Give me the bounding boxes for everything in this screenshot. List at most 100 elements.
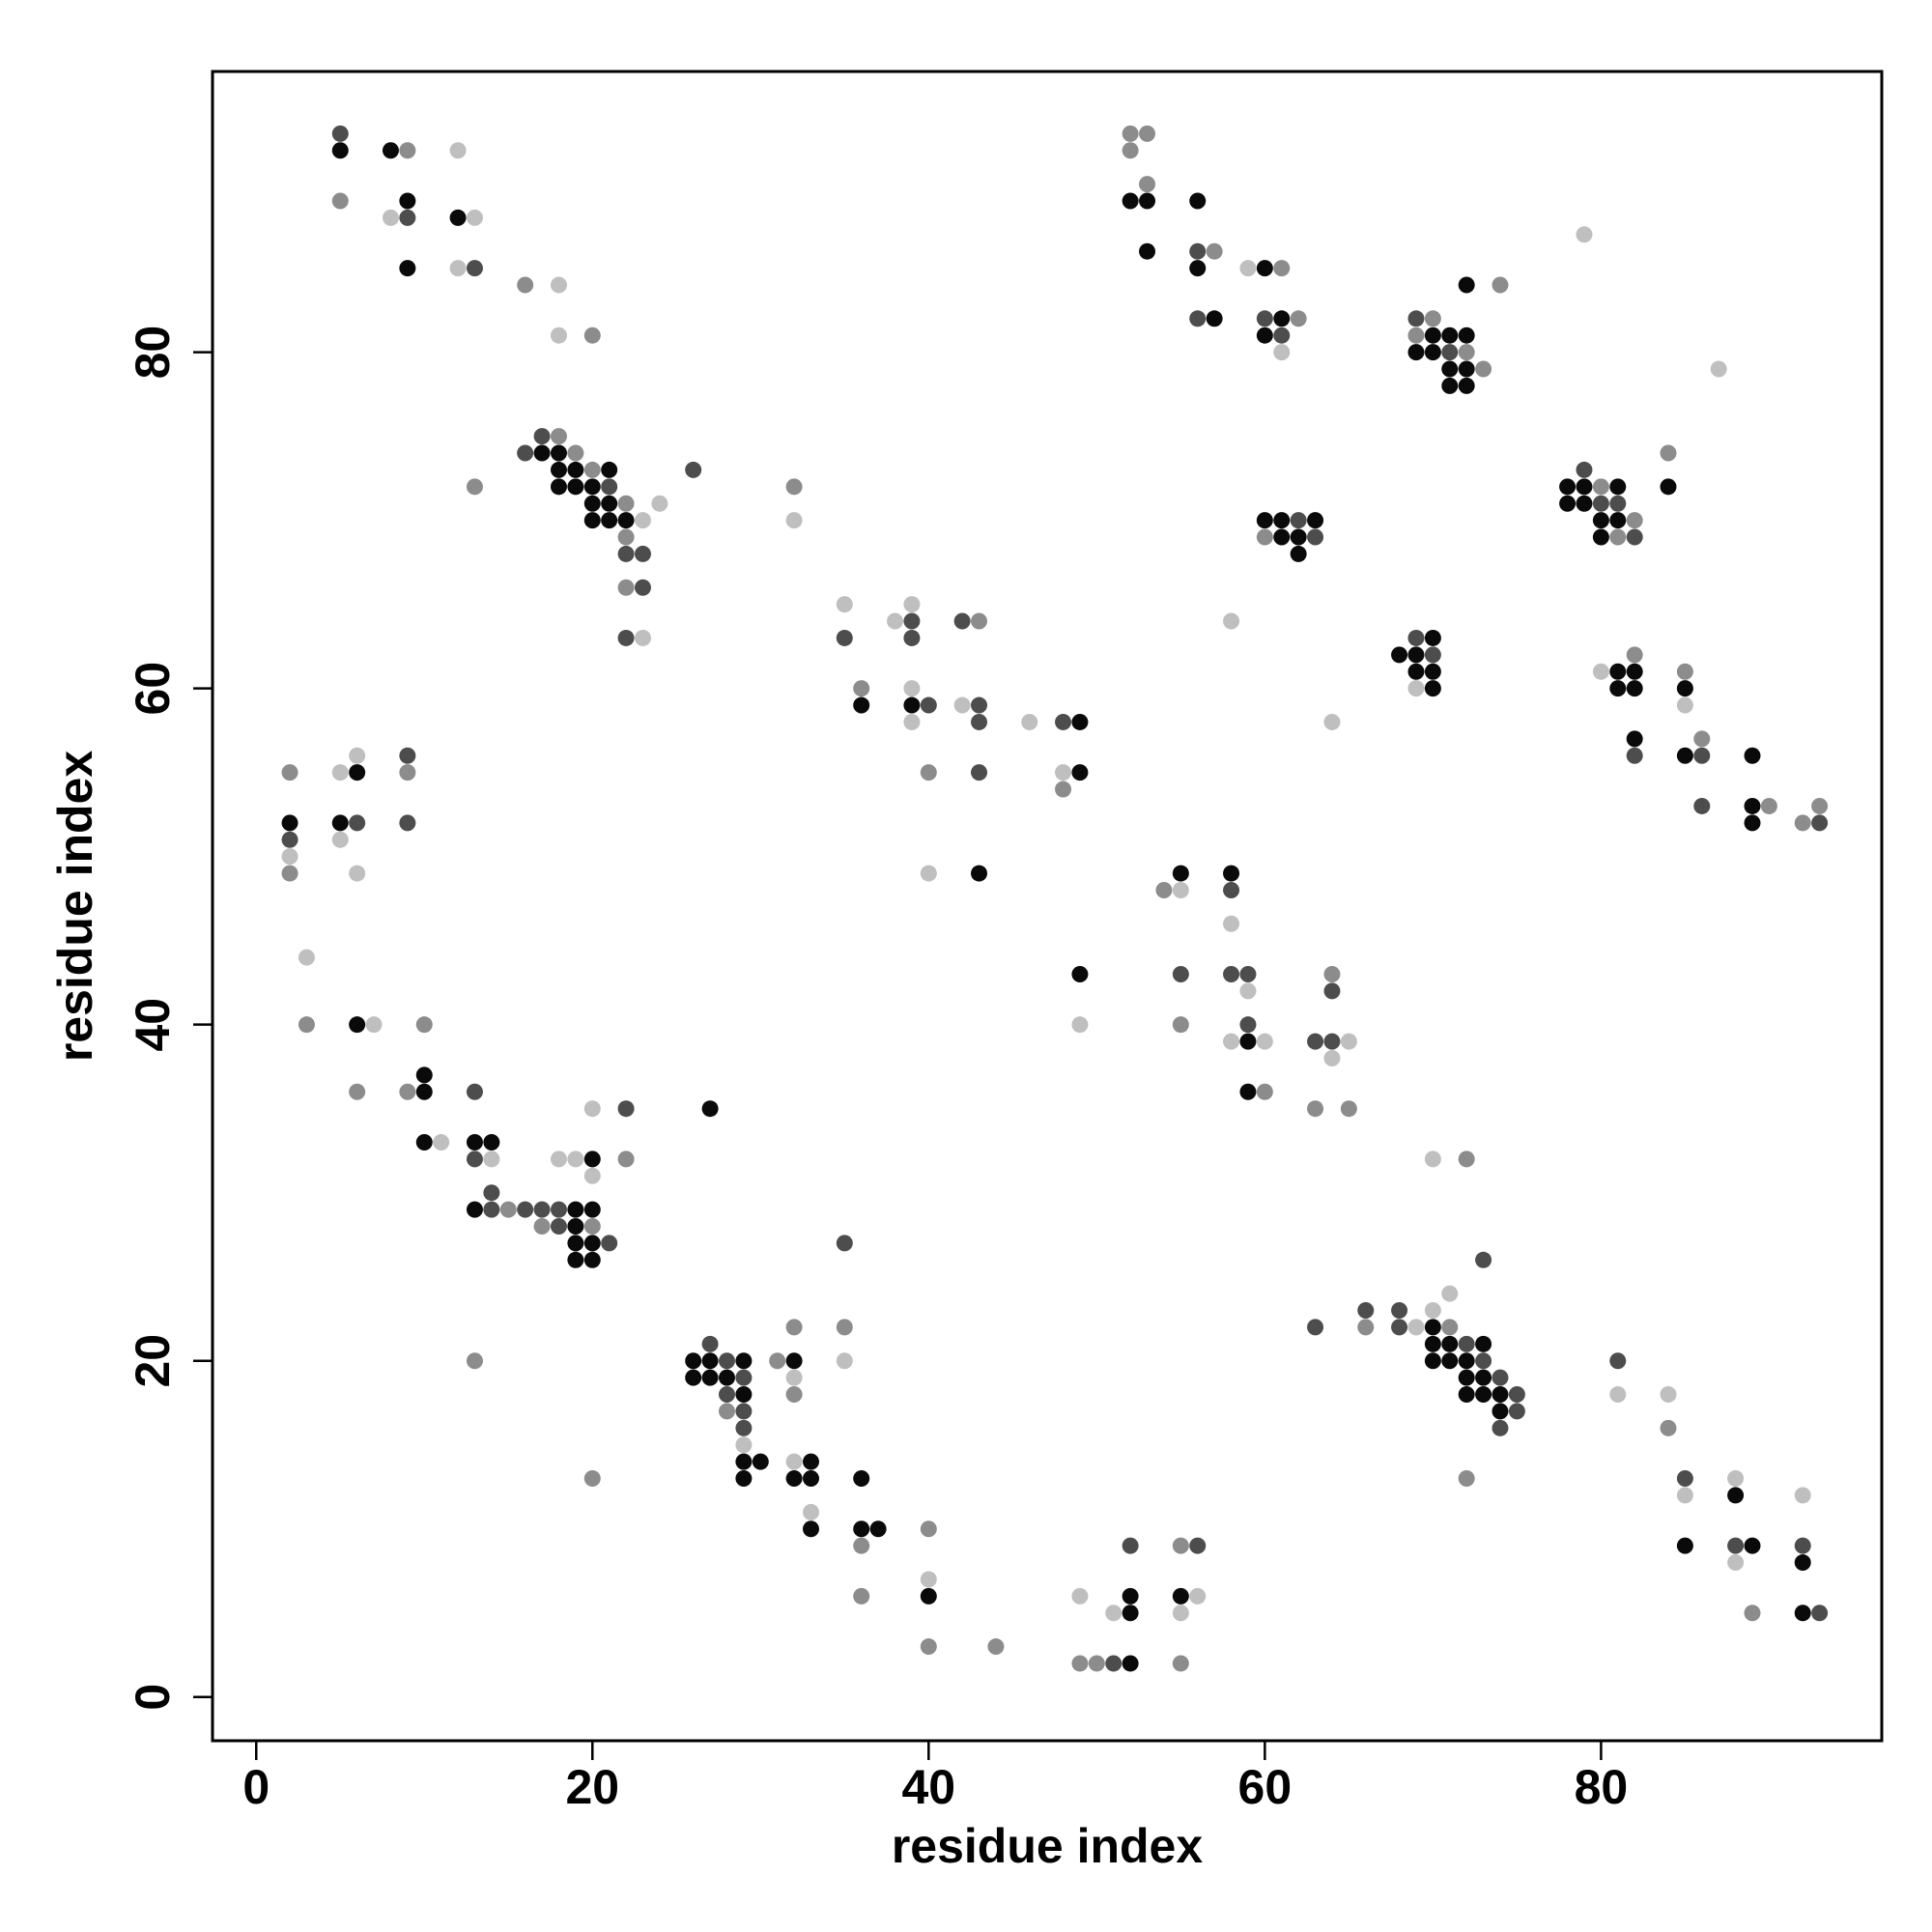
contact-point [1794, 1487, 1811, 1504]
contact-point [887, 612, 904, 630]
contact-point [415, 1066, 433, 1084]
contact-point [583, 1235, 601, 1252]
contact-point [836, 596, 853, 613]
contact-point [1172, 1537, 1189, 1554]
plot-frame [211, 70, 1884, 1743]
contact-point [1794, 814, 1811, 832]
contact-point [1693, 730, 1711, 748]
contact-point [1172, 865, 1189, 882]
contact-point [1424, 1319, 1441, 1336]
contact-point [466, 1083, 483, 1100]
contact-point [533, 428, 551, 445]
contact-point [1223, 1033, 1240, 1050]
contact-point [1609, 1386, 1627, 1404]
contact-point [971, 764, 988, 781]
contact-point [1811, 797, 1829, 814]
contact-point [1122, 192, 1139, 210]
contact-point [349, 747, 366, 764]
contact-point [550, 461, 567, 478]
contact-point [601, 512, 618, 529]
contact-point [1256, 512, 1273, 529]
contact-point [1273, 327, 1291, 344]
contact-point [1576, 461, 1593, 478]
contact-point [1424, 629, 1441, 646]
contact-point [1492, 276, 1509, 294]
x-tick-label: 20 [565, 1760, 619, 1814]
contact-point [583, 1470, 601, 1488]
contact-point [1357, 1319, 1375, 1336]
contact-point [415, 1083, 433, 1100]
contact-point [1458, 344, 1475, 361]
contact-point [1727, 1537, 1745, 1554]
contact-point [1424, 1151, 1441, 1168]
contact-point [1693, 797, 1711, 814]
contact-point [399, 260, 416, 277]
contact-point [853, 1520, 870, 1538]
contact-point [349, 814, 366, 832]
contact-point [617, 528, 635, 546]
contact-point [583, 1218, 601, 1236]
contact-point [1290, 545, 1307, 562]
contact-point [1172, 1016, 1189, 1034]
contact-point [550, 276, 567, 294]
contact-point [1189, 260, 1207, 277]
contact-point [399, 1083, 416, 1100]
contact-point [1626, 528, 1643, 546]
x-tick-label: 40 [902, 1760, 956, 1814]
contact-point [1609, 680, 1627, 697]
contact-point [1592, 495, 1609, 512]
contact-point [1155, 881, 1173, 898]
contact-point [785, 478, 803, 496]
contact-point [1441, 377, 1459, 394]
contact-point [1122, 125, 1139, 142]
contact-point [399, 764, 416, 781]
contact-point [1676, 1537, 1693, 1554]
contact-point [281, 814, 298, 832]
contact-point [1223, 865, 1240, 882]
contact-point [735, 1403, 753, 1420]
contact-point [550, 1151, 567, 1168]
contact-point [1441, 344, 1459, 361]
contact-point [1290, 310, 1307, 327]
contact-point [349, 1016, 366, 1034]
contact-point [1323, 1049, 1341, 1066]
contact-point [1559, 478, 1577, 496]
contact-point [1794, 1537, 1811, 1554]
contact-point [701, 1369, 719, 1386]
contact-point [685, 1352, 702, 1370]
contact-point [634, 512, 651, 529]
x-tick-label: 80 [1575, 1760, 1629, 1814]
contact-point [752, 1453, 769, 1470]
contact-point [1122, 142, 1139, 159]
contact-point [550, 327, 567, 344]
contact-point [1424, 646, 1441, 664]
contact-point [1424, 1302, 1441, 1320]
contact-point [1424, 327, 1441, 344]
contact-point [735, 1386, 753, 1404]
contact-point [1458, 276, 1475, 294]
contact-point [1071, 965, 1089, 982]
contact-point [583, 461, 601, 478]
contact-point [583, 1251, 601, 1268]
contact-point [1458, 377, 1475, 394]
contact-point [971, 612, 988, 630]
contact-point [1139, 176, 1156, 193]
contact-point [550, 1201, 567, 1218]
contact-point [1458, 1369, 1475, 1386]
contact-point [1458, 360, 1475, 378]
contact-point [1340, 1033, 1357, 1050]
contact-point [1676, 1470, 1693, 1488]
contact-point [920, 1587, 937, 1605]
contact-point [1105, 1655, 1122, 1672]
y-tick-label: 40 [126, 998, 180, 1052]
contact-point [533, 1201, 551, 1218]
contact-point [550, 478, 567, 496]
contact-point [1307, 512, 1324, 529]
contact-point [1189, 1587, 1207, 1605]
contact-point [634, 545, 651, 562]
contact-point [1576, 495, 1593, 512]
contact-point [1660, 444, 1677, 462]
contact-point [903, 696, 921, 714]
contact-point [331, 192, 349, 210]
contact-point [533, 1218, 551, 1236]
